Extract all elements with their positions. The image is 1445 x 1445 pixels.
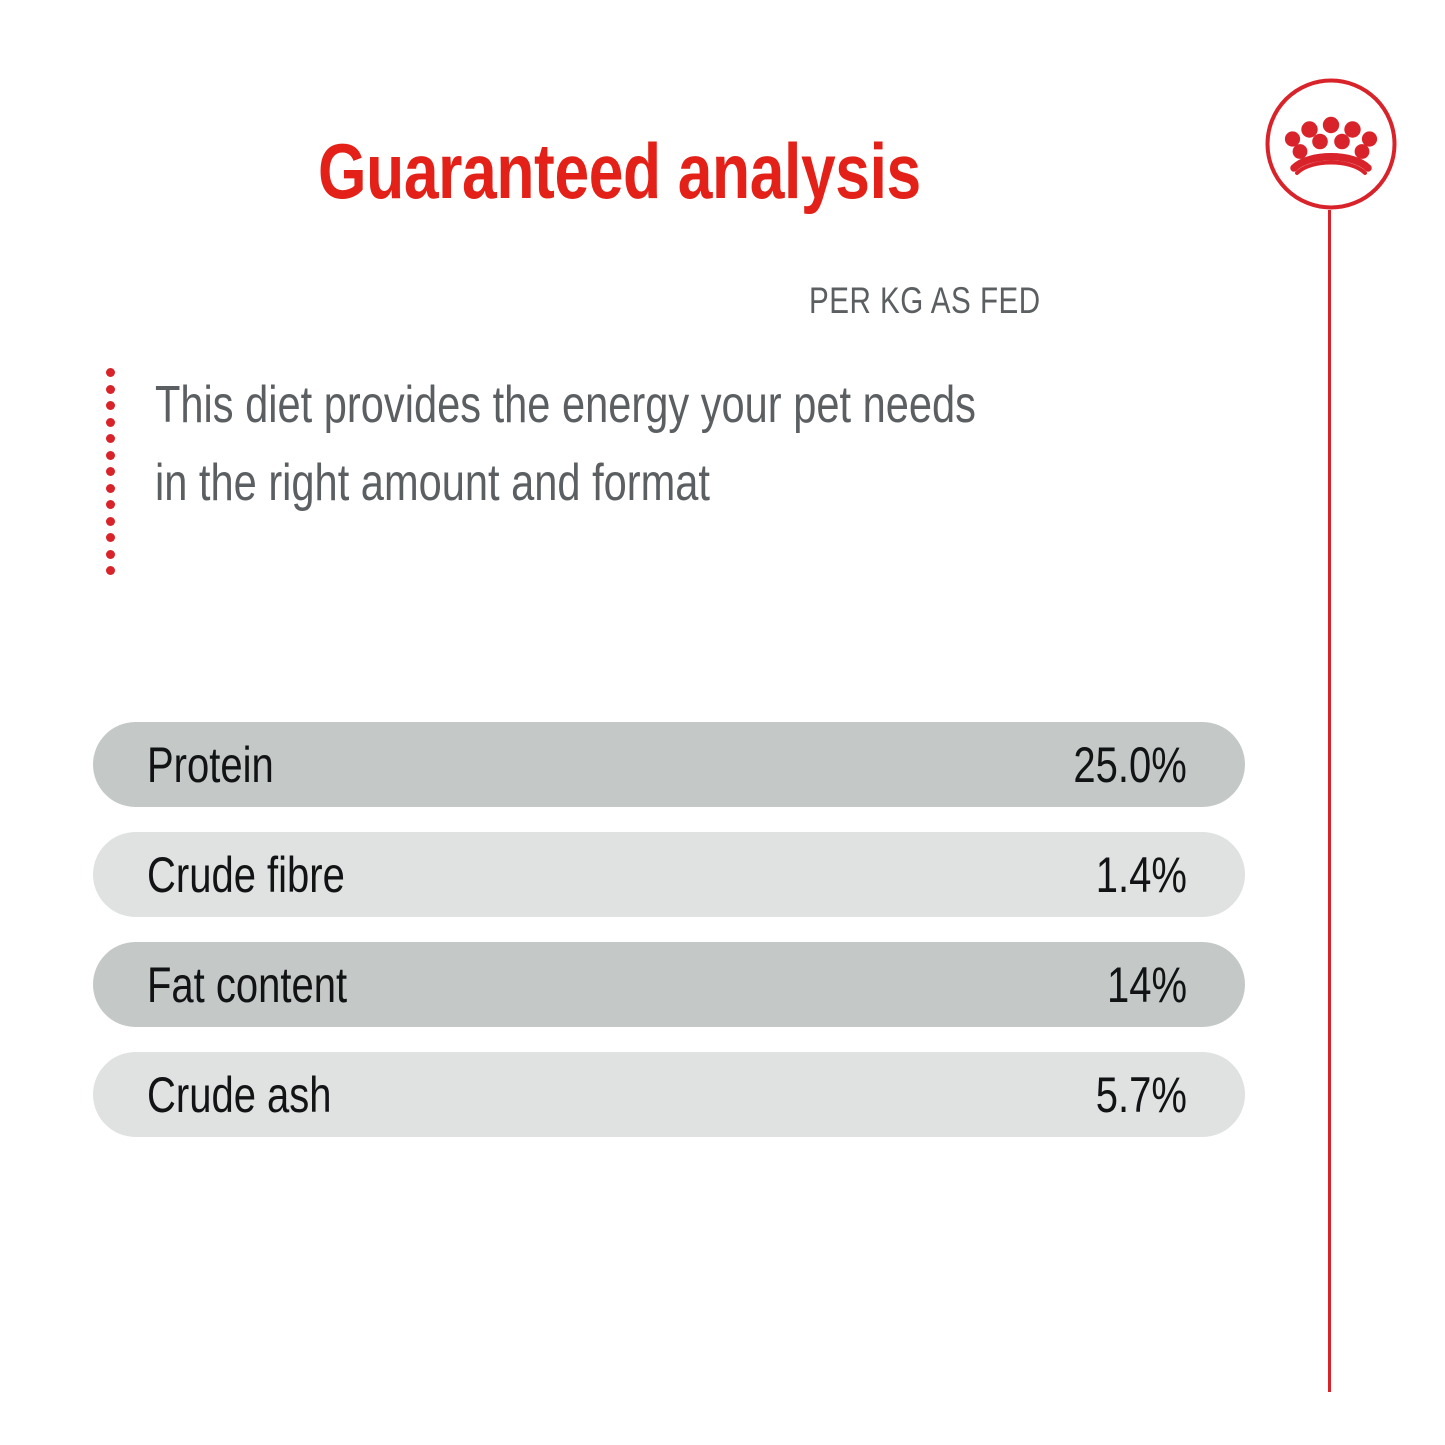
- analysis-row-label: Crude fibre: [147, 846, 345, 903]
- analysis-basis-label: PER KG AS FED: [809, 280, 1041, 321]
- brand-stem-line: [1328, 210, 1331, 1392]
- analysis-row-value: 5.7%: [1095, 1066, 1187, 1123]
- dotted-rule-decoration: [106, 368, 115, 575]
- guaranteed-analysis-table: Protein 25.0% Crude fibre 1.4% Fat content 14…: [93, 722, 1245, 1162]
- analysis-row-label: Crude ash: [147, 1066, 332, 1123]
- dotted-rule-dot: [106, 533, 115, 542]
- analysis-row-label: Fat content: [147, 956, 348, 1013]
- analysis-row-value: 25.0%: [1073, 736, 1187, 793]
- analysis-row-value: 14%: [1106, 956, 1187, 1013]
- dotted-rule-dot: [106, 434, 115, 443]
- analysis-row: Crude ash 5.7%: [93, 1052, 1245, 1137]
- intro-text: This diet provides the energy your pet n…: [155, 376, 976, 512]
- dotted-rule-dot: [106, 483, 115, 493]
- dotted-rule-dot: [106, 368, 115, 377]
- intro-block: This diet provides the energy your pet n…: [106, 366, 1226, 576]
- dotted-rule-dot: [106, 450, 115, 460]
- dotted-rule-dot: [106, 566, 115, 575]
- dotted-rule-dot: [106, 401, 115, 410]
- dotted-rule-dot: [106, 500, 115, 509]
- dotted-rule-dot: [106, 549, 115, 559]
- analysis-row-label: Protein: [147, 736, 274, 793]
- dotted-rule-dot: [106, 467, 115, 476]
- page-title: Guaranteed analysis: [318, 127, 921, 215]
- dotted-rule-dot: [106, 384, 115, 394]
- analysis-row-value: 1.4%: [1095, 846, 1187, 903]
- royal-canin-crown-logo: [1264, 77, 1398, 211]
- analysis-row: Fat content 14%: [93, 942, 1245, 1027]
- dotted-rule-dot: [106, 516, 115, 526]
- analysis-row: Protein 25.0%: [93, 722, 1245, 807]
- dotted-rule-dot: [106, 417, 115, 427]
- analysis-row: Crude fibre 1.4%: [93, 832, 1245, 917]
